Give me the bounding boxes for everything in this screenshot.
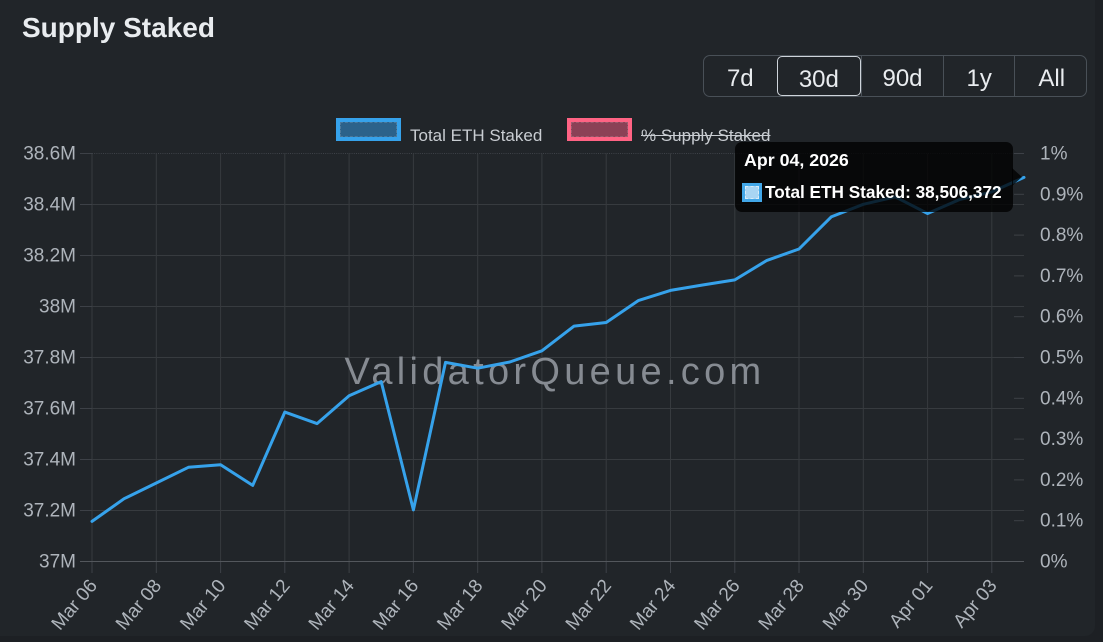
svg-text:Apr 03: Apr 03	[950, 576, 1002, 632]
svg-text:Mar 16: Mar 16	[369, 576, 423, 635]
svg-text:0.5%: 0.5%	[1040, 348, 1083, 369]
svg-text:Mar 12: Mar 12	[241, 576, 295, 635]
svg-text:Mar 28: Mar 28	[755, 576, 809, 635]
svg-text:Mar 10: Mar 10	[176, 576, 230, 635]
svg-text:Mar 22: Mar 22	[562, 576, 616, 635]
svg-text:0.8%: 0.8%	[1040, 225, 1083, 246]
svg-text:38M: 38M	[39, 297, 76, 318]
svg-text:Mar 24: Mar 24	[626, 575, 680, 634]
svg-text:0.9%: 0.9%	[1040, 184, 1083, 205]
svg-text:Mar 26: Mar 26	[691, 576, 745, 635]
svg-text:Apr 01: Apr 01	[885, 576, 937, 632]
svg-text:Mar 30: Mar 30	[819, 576, 873, 635]
svg-text:37.6M: 37.6M	[23, 399, 76, 420]
svg-text:37M: 37M	[39, 552, 76, 573]
svg-text:38.2M: 38.2M	[23, 246, 76, 267]
svg-text:Mar 14: Mar 14	[305, 575, 359, 634]
svg-text:1%: 1%	[1040, 144, 1068, 165]
svg-text:0.6%: 0.6%	[1040, 307, 1083, 328]
svg-text:0.4%: 0.4%	[1040, 388, 1083, 409]
svg-text:Mar 08: Mar 08	[112, 576, 166, 635]
svg-text:0.1%: 0.1%	[1040, 511, 1083, 532]
svg-text:38.4M: 38.4M	[23, 195, 76, 216]
svg-text:Mar 20: Mar 20	[498, 576, 552, 635]
svg-text:0.3%: 0.3%	[1040, 429, 1083, 450]
svg-text:0.7%: 0.7%	[1040, 266, 1083, 287]
svg-text:38.6M: 38.6M	[23, 144, 76, 165]
svg-text:0%: 0%	[1040, 552, 1068, 573]
svg-text:37.2M: 37.2M	[23, 501, 76, 522]
svg-text:37.8M: 37.8M	[23, 348, 76, 369]
svg-text:0.2%: 0.2%	[1040, 470, 1083, 491]
svg-text:Mar 18: Mar 18	[433, 576, 487, 635]
svg-text:ValidatorQueue.com: ValidatorQueue.com	[345, 351, 766, 393]
svg-text:37.4M: 37.4M	[23, 450, 76, 471]
svg-text:Mar 06: Mar 06	[48, 576, 102, 635]
